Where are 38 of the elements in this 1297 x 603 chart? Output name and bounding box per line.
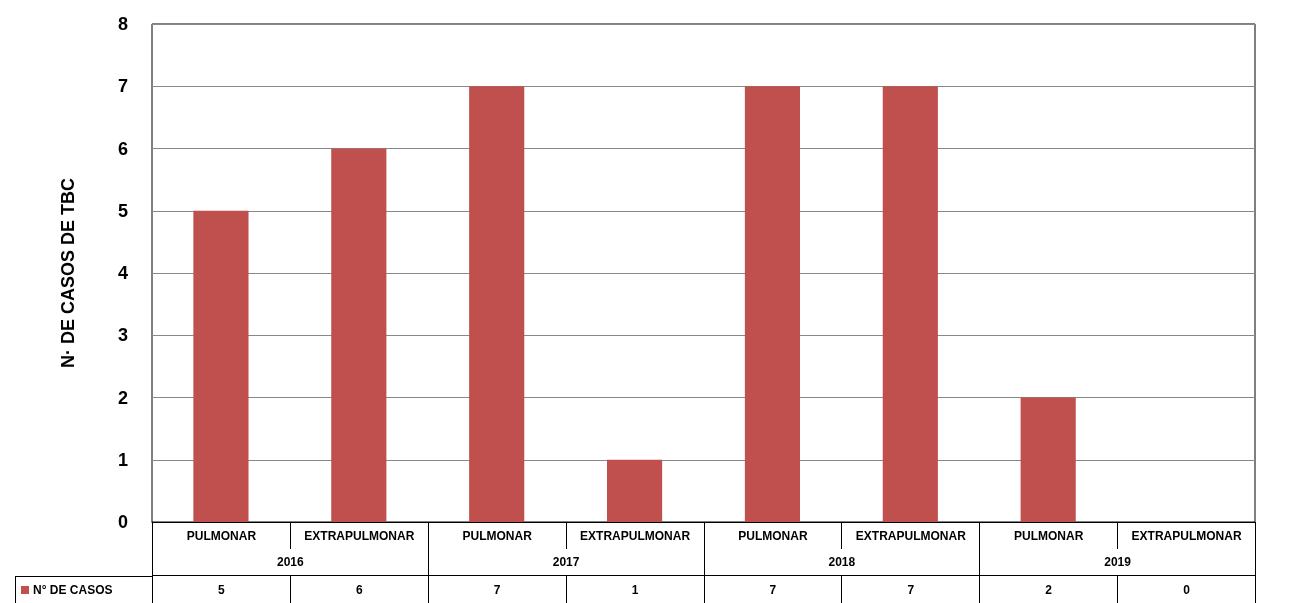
text: 2018 — [703, 549, 980, 576]
bar — [744, 86, 801, 522]
bar — [882, 86, 938, 522]
text: 2017 — [427, 549, 704, 576]
data-label: 2 — [979, 576, 1118, 603]
y-tick-label: 8 — [117, 14, 128, 34]
x-tick-label: PULMONAR — [979, 522, 1118, 549]
y-tick-label: 1 — [117, 449, 128, 470]
y-tick-label: 0 — [117, 512, 128, 532]
text: 2019 — [979, 549, 1255, 576]
y-tick-label: 6 — [117, 138, 128, 159]
x-tick-label: PULMONAR — [703, 522, 842, 549]
x-tick-label: EXTRAPULMONAR — [841, 522, 980, 549]
bar — [193, 210, 249, 522]
bar — [606, 459, 663, 522]
bar — [331, 148, 387, 522]
data-label: 1 — [565, 576, 704, 603]
x-tick-label: PULMONAR — [152, 522, 290, 549]
bar — [1020, 397, 1076, 522]
x-tick-label: PULMONAR — [427, 522, 566, 549]
text: 2016 — [152, 549, 428, 576]
data-label: 7 — [841, 576, 980, 603]
x-tick-label: EXTRAPULMONAR — [289, 522, 428, 549]
y-axis-title: N· DE CASOS DE TBC — [58, 177, 78, 369]
x-tick-label: EXTRAPULMONAR — [565, 522, 704, 549]
data-label: 0 — [1117, 576, 1255, 603]
y-tick-label: 4 — [117, 263, 128, 283]
y-tick-label: 5 — [117, 200, 128, 221]
y-tick-label: 7 — [117, 76, 128, 97]
data-label: 7 — [427, 576, 566, 603]
data-label: 5 — [152, 576, 290, 603]
data-label: 6 — [289, 576, 428, 603]
data-label: 7 — [703, 576, 842, 603]
x-tick-label: EXTRAPULMONAR — [1117, 522, 1255, 549]
y-tick-label: 3 — [117, 325, 128, 346]
y-tick-label: 2 — [117, 387, 128, 408]
legend-label: N° DE CASOS — [33, 583, 113, 597]
bar — [469, 86, 525, 522]
